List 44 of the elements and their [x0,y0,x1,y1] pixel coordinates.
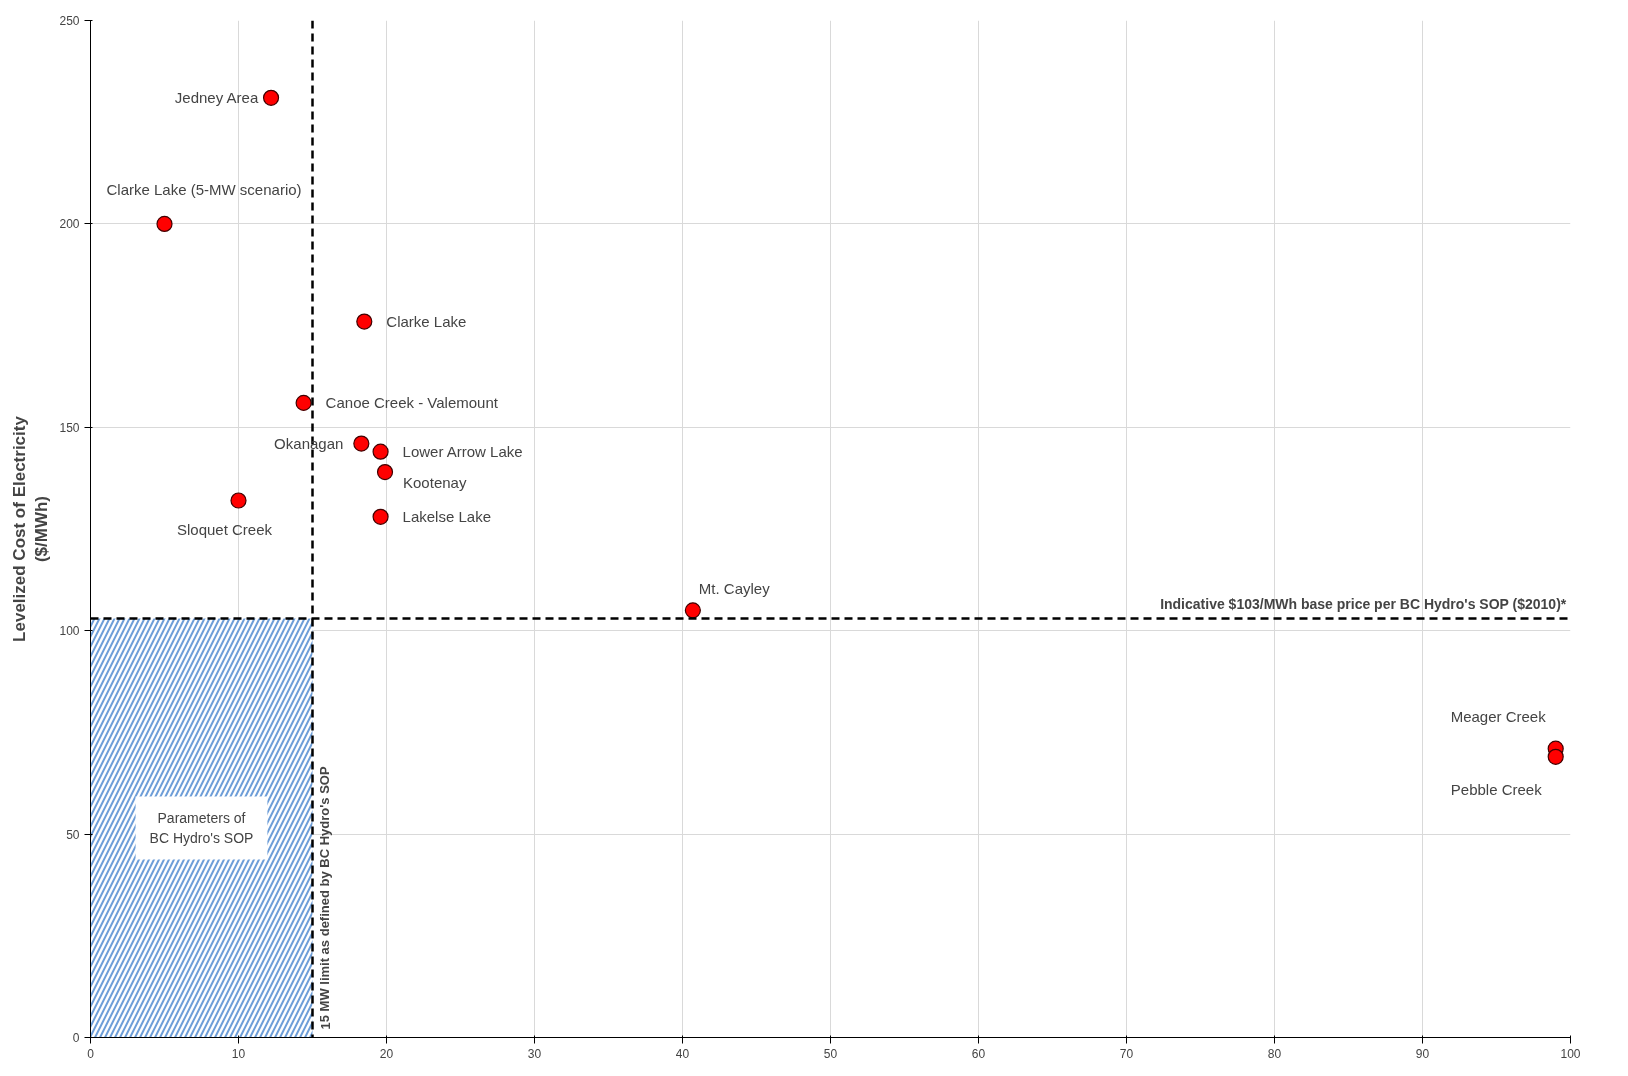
x-tick-label: 60 [971,1046,986,1061]
y-tick-label: 0 [72,1031,80,1045]
band-label: Parameters of BC Hydro's SOP [149,810,254,846]
point [156,215,173,232]
y-axis-title: Levelized Cost of Electricity ($/MWh) [9,415,52,642]
x-tick-label: 100 [1560,1046,1581,1061]
point [1547,748,1564,765]
point [372,508,389,525]
y-tick-label: 200 [59,217,80,232]
x-tick-label: 30 [527,1046,542,1061]
y-tick-label: 150 [59,420,80,435]
point [230,492,247,509]
annotation: Meager Creek [1450,708,1547,726]
point [295,394,312,411]
ref-line-label: Indicative $103/MWh base price per BC Hydro's SOP ($2010)* [1160,596,1567,613]
annotation: Jedney Area [174,89,259,107]
x-tick-label: 50 [823,1046,838,1061]
annotation: Okanagan [274,435,344,453]
annotation: Clarke Lake (5-MW scenario) [106,181,302,199]
x-tick-label: 20 [379,1046,394,1061]
point [353,435,370,452]
x-tick-label: 90 [1415,1046,1430,1061]
x-tick-label: 10 [231,1046,246,1061]
annotation: Lower Arrow Lake [402,443,523,461]
x-tick-label: 70 [1119,1046,1134,1061]
y-tick-label: 100 [59,624,80,639]
annotation: Clarke Lake [386,313,467,331]
x-tick-label: 0 [87,1046,95,1061]
annotation: Pebble Creek [1450,781,1543,799]
point [356,313,373,330]
annotation: Kootenay [403,473,467,491]
x-tick-label: 80 [1267,1046,1282,1061]
y-tick-label: 50 [66,827,80,842]
annotation: Sloquet Creek [176,521,273,539]
point [684,602,701,619]
point [376,463,394,481]
annotation: Canoe Creek - Valemount [325,394,499,412]
y-tick-label: 250 [59,14,80,28]
x-tick-label: 40 [675,1046,690,1061]
point [262,89,280,106]
annotation: Mt. Cayley [698,579,771,597]
annotation: Lakelse Lake [402,508,491,526]
ref-line-label: 15 MW limit as defined by BC Hydro's SOP [317,766,333,1030]
point [372,443,389,460]
